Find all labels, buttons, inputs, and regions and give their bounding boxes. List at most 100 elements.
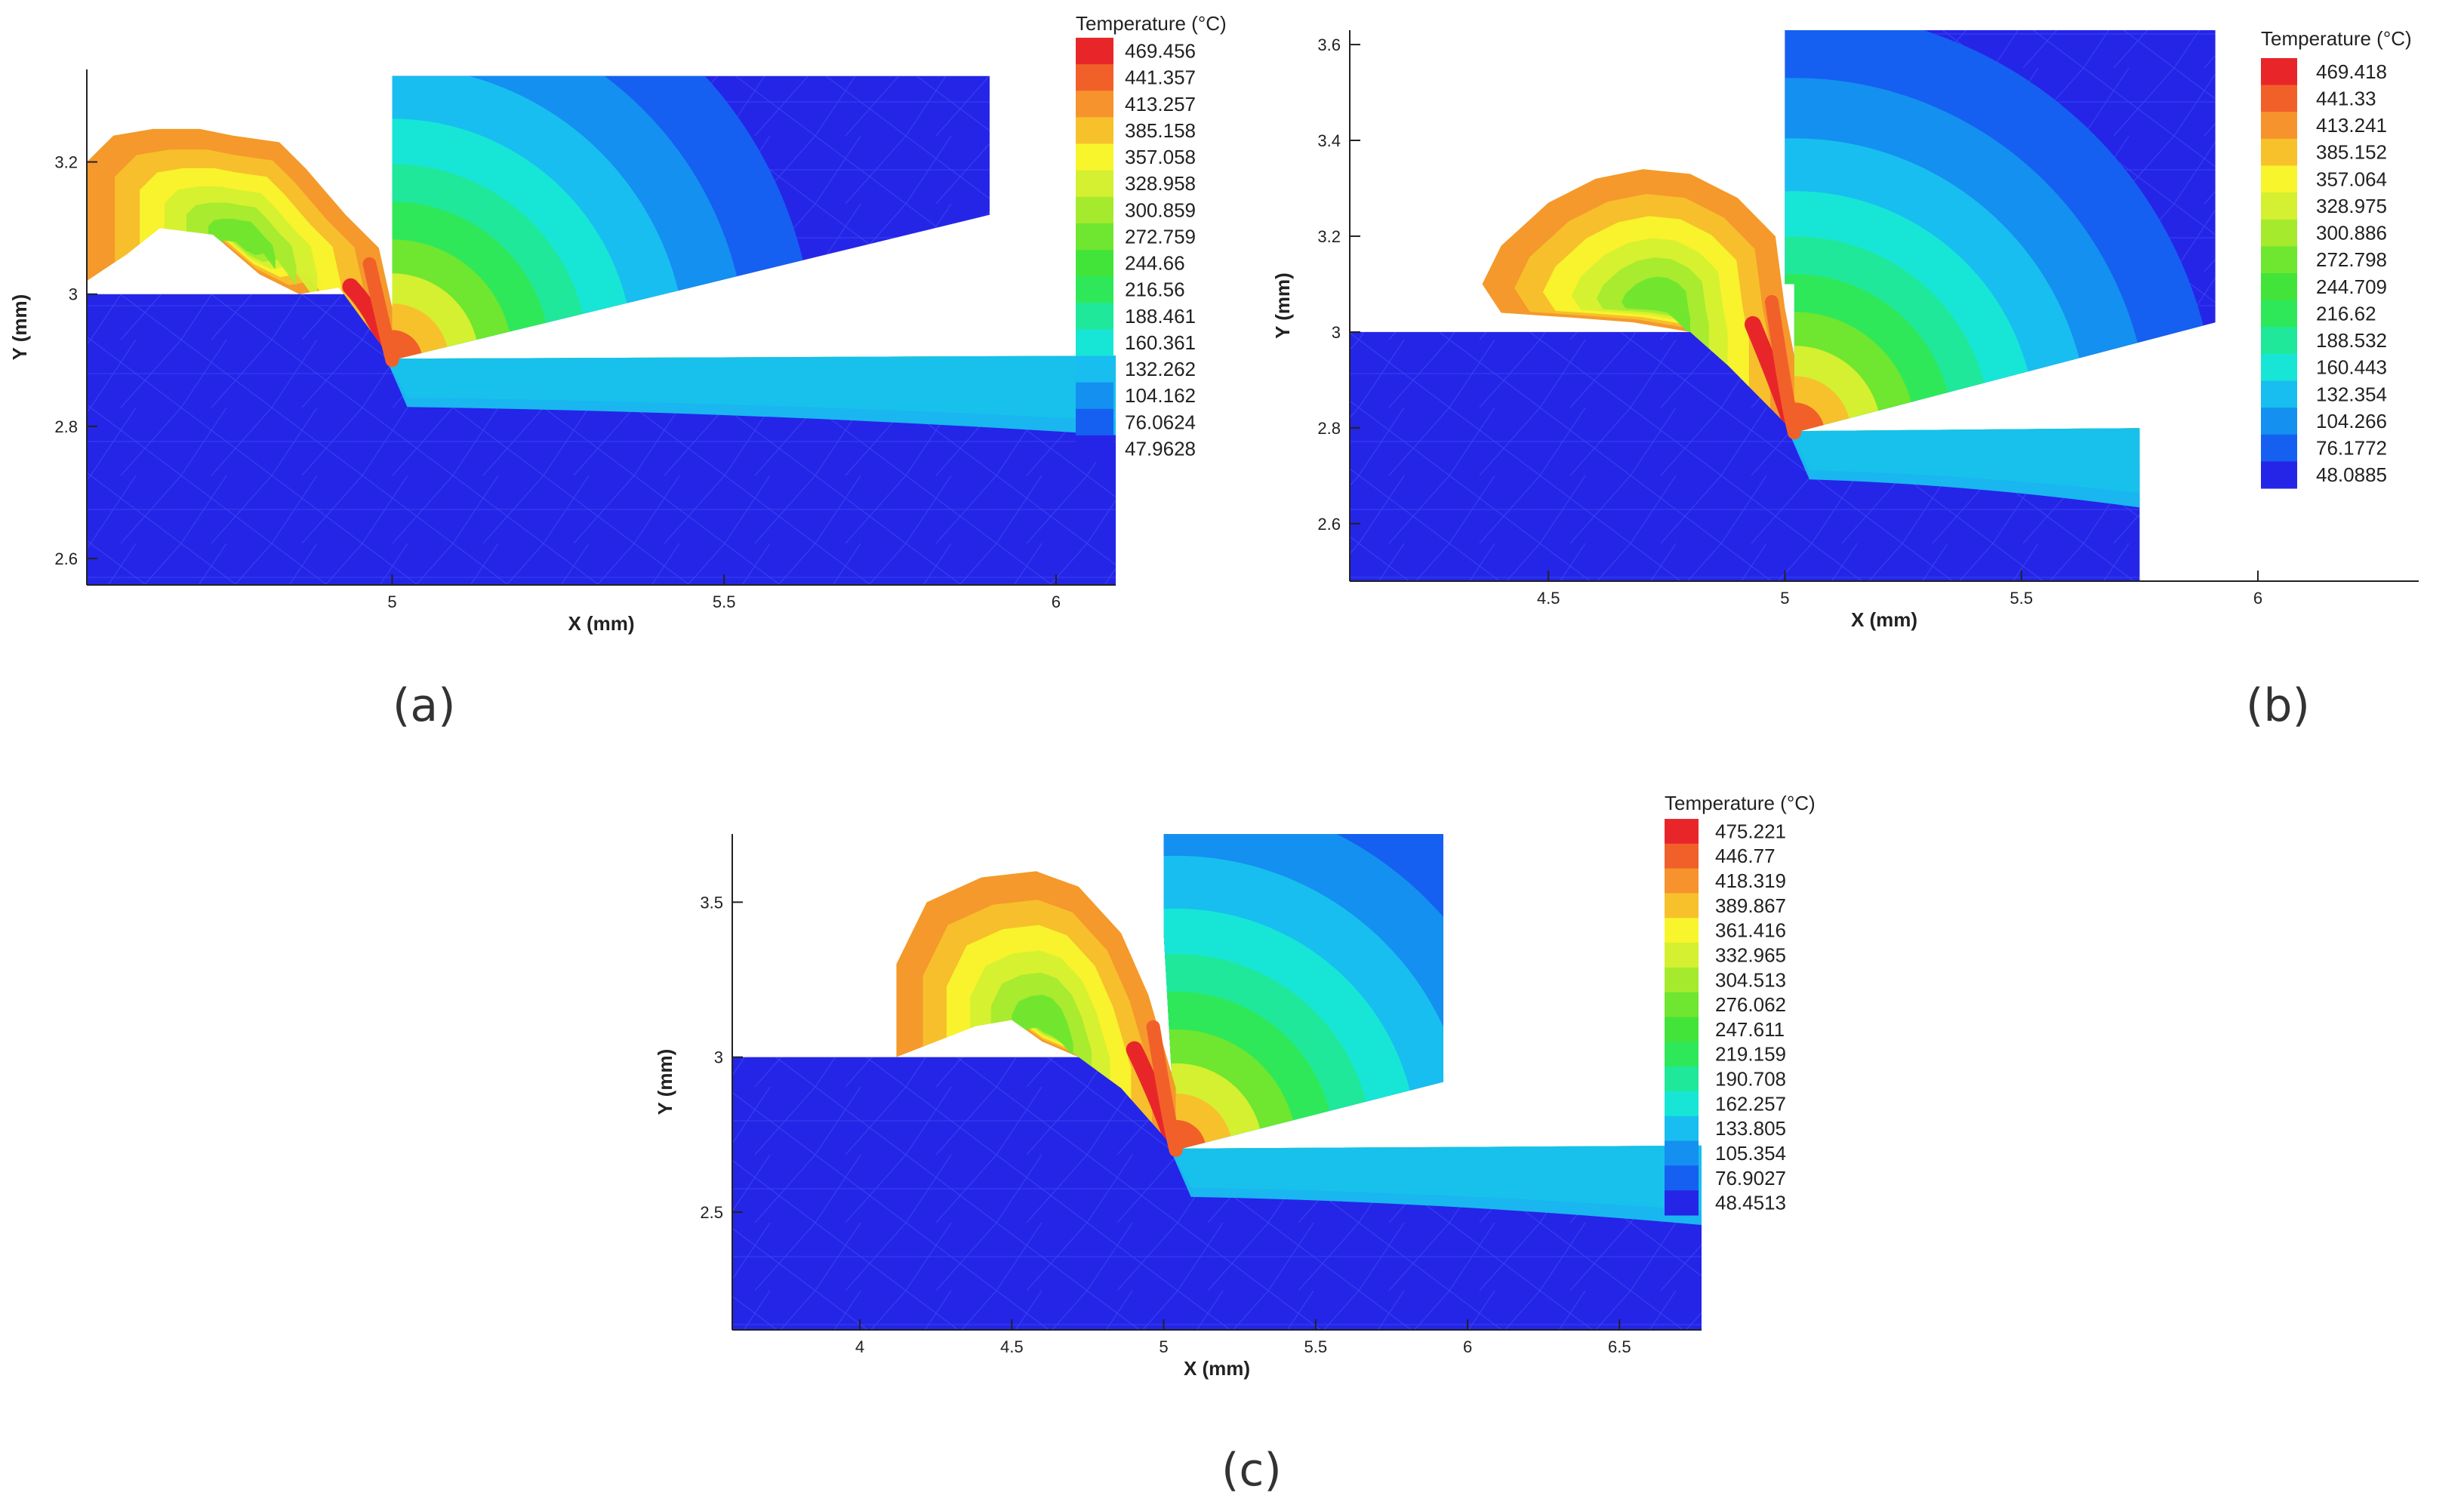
caption-a: (a) [393,679,456,732]
x-tick-label: 5 [1780,589,1789,608]
legend-swatch [2261,353,2297,381]
legend-swatch [1665,1116,1699,1142]
legend-swatch [2261,165,2297,193]
y-axis-label: Y (mm) [8,294,31,361]
legend-label: 475.221 [1715,820,1786,842]
legend-label: 104.266 [2316,410,2387,432]
shear-zone-hot [362,257,399,368]
x-axis-label: X (mm) [568,612,634,635]
tool-heat [392,75,815,361]
y-tick-label: 2.6 [1317,515,1341,534]
legend-label: 357.058 [1125,146,1196,168]
legend-swatch [1665,992,1699,1017]
legend-label: 132.262 [1125,358,1196,380]
legend-swatch [1076,223,1113,251]
legend-label: 76.9027 [1715,1167,1786,1189]
legend-label: 272.798 [2316,248,2387,271]
workpiece-mesh [1350,331,2140,581]
legend-label: 413.257 [1125,93,1196,115]
x-tick-label: 5 [1159,1337,1168,1356]
legend-label: 105.354 [1715,1142,1786,1165]
legend-label: 76.1772 [2316,437,2387,460]
y-tick-label: 3.2 [54,153,78,172]
chip-isotherm [1621,276,1690,335]
legend-swatch [1076,196,1113,224]
y-tick-label: 3.4 [1317,131,1341,150]
legend-swatch [2261,273,2297,301]
legend-swatch [1076,64,1113,91]
legend-swatch [1076,435,1113,463]
legend-swatch [2261,85,2297,112]
legend-swatch [1076,329,1113,356]
legend-label: 357.064 [2316,168,2387,190]
legend-swatch [2261,300,2297,328]
legend-swatch [1665,1140,1699,1166]
legend-swatch [1665,1165,1699,1191]
legend-swatch [2261,192,2297,220]
y-tick-label: 3.5 [700,893,723,912]
tool-isotherm [392,330,423,361]
tool-isotherm [1163,1063,1263,1150]
legend: Temperature (°C) 469.456 441.357 413.257 385… [1076,12,1227,463]
x-tick-label: 4.5 [1537,589,1560,608]
legend-label: 188.532 [2316,329,2387,352]
legend-label: 216.62 [2316,302,2376,325]
surface-heat-band [386,355,1116,435]
legend-swatch [2261,461,2297,489]
legend-swatch [1076,408,1113,436]
legend-label: 446.77 [1715,845,1776,867]
legend-label: 244.709 [2316,275,2387,298]
legend-swatch [2261,112,2297,140]
plot-area [732,834,1702,1330]
legend-label: 361.416 [1715,919,1786,942]
legend-label: 162.257 [1715,1092,1786,1115]
x-axis-label: X (mm) [1184,1357,1250,1380]
x-tick-label: 5 [387,592,396,611]
legend-label: 389.867 [1715,894,1786,917]
legend-label: 133.805 [1715,1117,1786,1140]
caption-c: (c) [1221,1444,1282,1497]
legend-label: 216.56 [1125,279,1185,301]
legend-label: 276.062 [1715,993,1786,1016]
legend-swatch [2261,408,2297,435]
chart-panel-c: 4 4.5 5 5.5 6 6.5 2.5 3 3.5 X (mm) Y (mm) Temperatu… [654,792,1816,1380]
legend: Temperature (°C) 469.418 441.33 413.241 385.… [2261,27,2412,489]
legend-swatch [2261,380,2297,408]
legend-swatch [1665,1042,1699,1067]
y-tick-label: 3 [69,285,78,304]
legend-swatch [2261,58,2297,86]
legend-label: 219.159 [1715,1043,1786,1066]
plot-area [1350,30,2216,581]
legend-swatch [1665,967,1699,993]
legend-swatch [2261,434,2297,462]
legend-title: Temperature (°C) [2261,27,2412,50]
plot-area [87,75,1116,585]
legend-label: 332.965 [1715,943,1786,966]
y-tick-label: 3 [714,1048,723,1067]
legend-label: 304.513 [1715,968,1786,991]
legend-label: 160.361 [1125,331,1196,354]
legend-label: 104.162 [1125,384,1196,407]
legend-label: 469.418 [2316,60,2387,83]
tool-isotherm [392,303,449,361]
shear-zone-hot [1146,1020,1183,1157]
legend-swatch [1076,250,1113,277]
legend-swatch [1665,868,1699,894]
x-tick-label: 5.5 [1304,1337,1328,1356]
legend-label: 300.859 [1125,198,1196,221]
tool-isotherm [1163,1093,1233,1150]
legend-label: 413.241 [2316,114,2387,137]
tool-isotherm [392,273,479,361]
chart-panel-b: 4.5 5 5.5 6 2.6 2.8 3 3.2 3.4 3.6 X (mm) Y (mm) Temp… [1271,27,2419,631]
y-tick-label: 2.8 [1317,419,1341,438]
legend-swatch [1076,170,1113,198]
legend-swatch [2261,327,2297,355]
legend-swatch [1665,943,1699,968]
legend-swatch [1665,918,1699,943]
y-tick-label: 3.2 [1317,227,1341,246]
legend-swatch [2261,219,2297,247]
x-tick-label: 5.5 [2010,589,2033,608]
legend-swatch [2261,138,2297,166]
legend-label: 385.158 [1125,119,1196,142]
x-tick-label: 4 [855,1337,864,1356]
